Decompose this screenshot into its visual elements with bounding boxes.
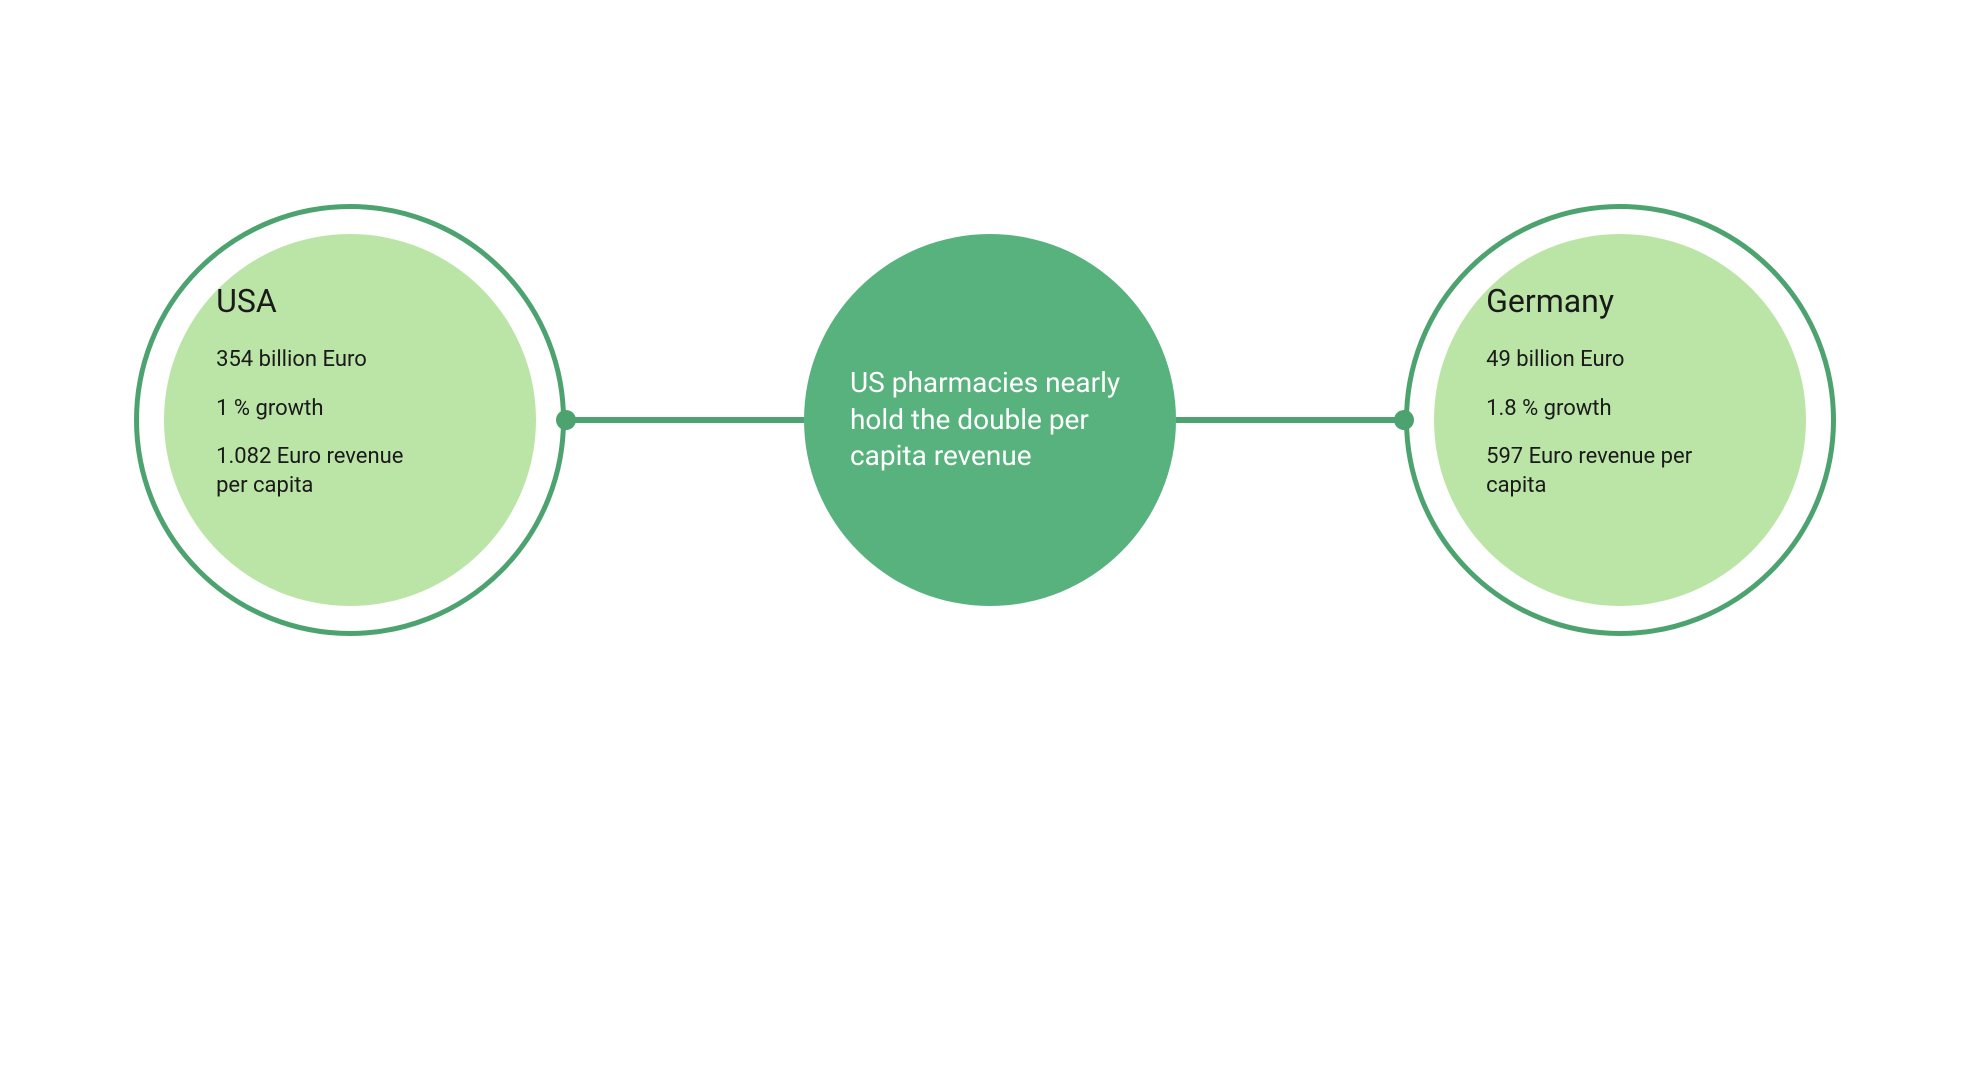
left-node-content: USA 354 billion Euro 1 % growth 1.082 Eu… — [216, 282, 484, 520]
right-node-content: Germany 49 billion Euro 1.8 % growth 597… — [1486, 282, 1754, 520]
connector-left — [566, 417, 804, 423]
center-text: US pharmacies nearly hold the double per… — [804, 365, 1176, 476]
left-line-1: 1 % growth — [216, 395, 484, 424]
left-line-2: 1.082 Euro revenue per capita — [216, 443, 436, 500]
right-line-1: 1.8 % growth — [1486, 395, 1754, 424]
left-title: USA — [216, 282, 484, 320]
right-line-2: 597 Euro revenue per capita — [1486, 443, 1706, 500]
right-title: Germany — [1486, 282, 1754, 320]
left-line-0: 354 billion Euro — [216, 346, 484, 375]
right-line-0: 49 billion Euro — [1486, 346, 1754, 375]
connector-left-dot — [556, 410, 576, 430]
diagram-canvas: US pharmacies nearly hold the double per… — [0, 0, 1980, 1080]
connector-right — [1176, 417, 1404, 423]
center-disc: US pharmacies nearly hold the double per… — [804, 234, 1176, 606]
